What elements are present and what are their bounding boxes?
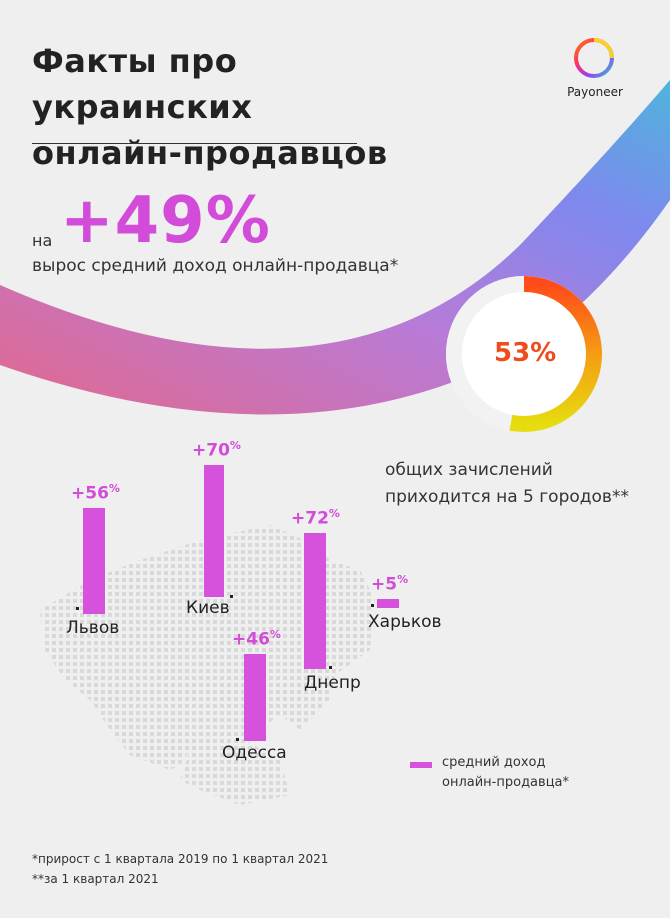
title-divider: [32, 143, 357, 144]
page-title: Факты про украинских онлайн-продавцов: [32, 38, 452, 176]
logo-wordmark: Payoneer: [567, 85, 623, 99]
page-title-line-2: онлайн-продавцов: [32, 134, 388, 172]
donut-share-arc: [509, 276, 602, 432]
city-dot-odesa: [236, 738, 239, 741]
stat-prefix: на: [32, 231, 53, 250]
value-label-kharkiv: +5%: [371, 572, 409, 595]
value-label-lviv: +56%: [71, 482, 120, 505]
legend-label: средний доход онлайн-продавца*: [442, 753, 612, 793]
city-dot-kharkiv: [371, 604, 374, 607]
payoneer-logo-icon: [574, 38, 614, 78]
value-label-kyiv: +70%: [192, 439, 241, 461]
donut-description-line-2: приходится на 5 городов**: [385, 487, 629, 507]
bar-odesa: [244, 654, 266, 741]
city-dot-dnipro: [329, 666, 332, 669]
donut-value: 53%: [494, 338, 557, 368]
value-label-odesa: +46%: [232, 628, 281, 650]
bar-dnipro: [304, 533, 326, 669]
share-donut-chart: [446, 276, 602, 432]
legend-swatch: [410, 762, 432, 768]
headline-stat-description: вырос средний доход онлайн-продавца*: [32, 256, 399, 276]
donut-background: [446, 276, 602, 432]
city-dot-kyiv: [230, 595, 233, 598]
page-title-line-1: Факты про украинских: [32, 42, 253, 126]
city-label-odesa: Одесса: [222, 743, 287, 763]
bar-kyiv: [204, 465, 224, 597]
bar-lviv: [83, 508, 105, 614]
value-label-dnipro: +72%: [291, 507, 340, 529]
bar-kharkiv: [377, 598, 399, 608]
footnote-1: *прирост с 1 квартала 2019 по 1 квартал …: [32, 852, 329, 866]
donut-description: общих зачислений приходится на 5 городов…: [385, 457, 629, 511]
city-label-lviv: Львов: [66, 618, 120, 638]
footnote-2: **за 1 квартал 2021: [32, 872, 159, 886]
city-label-kharkiv: Харьков: [368, 612, 442, 632]
city-label-dnipro: Днепр: [304, 673, 361, 693]
legend-label-line-1: средний доход: [442, 755, 546, 770]
city-label-kyiv: Киев: [186, 598, 230, 618]
donut-description-line-1: общих зачислений: [385, 460, 553, 480]
ukraine-dot-map: [40, 525, 375, 805]
city-dot-lviv: [76, 607, 79, 610]
legend-label-line-2: онлайн-продавца*: [442, 775, 570, 790]
headline-stat-value: +49%: [60, 184, 271, 258]
